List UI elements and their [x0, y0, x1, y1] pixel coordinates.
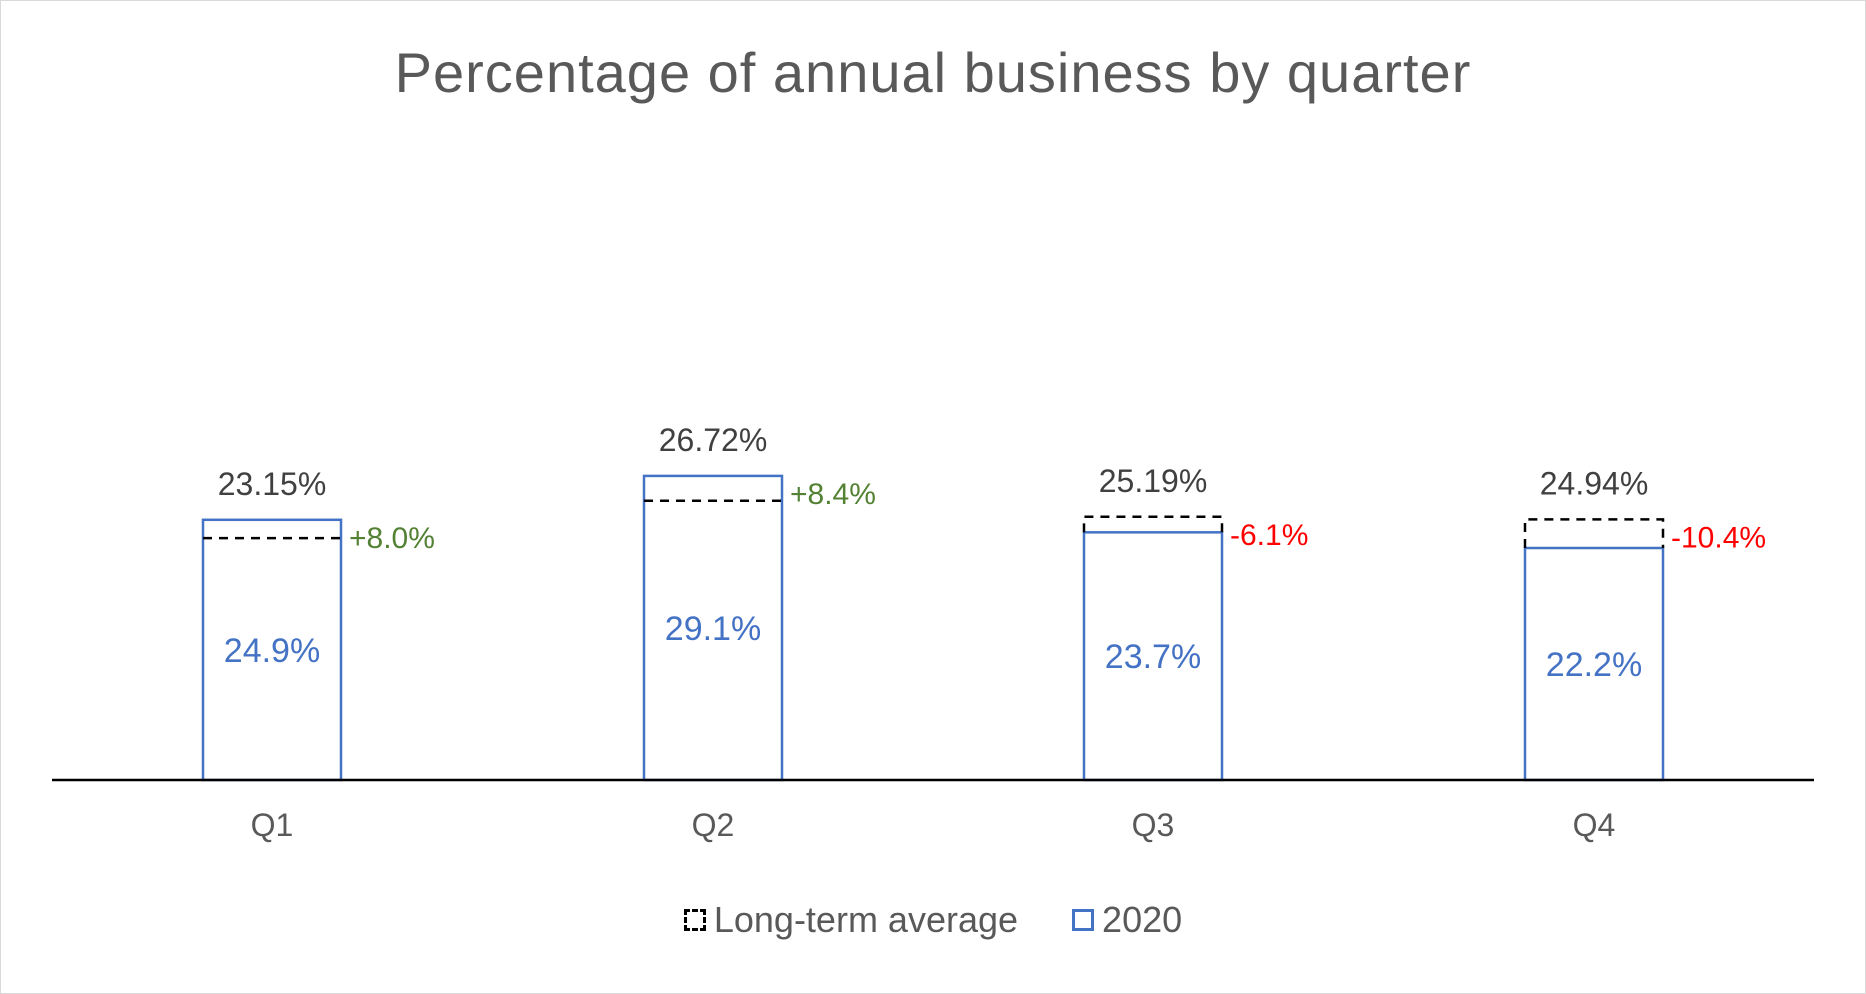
legend-item-average: Long-term average: [683, 899, 1019, 941]
bar-label-q3: 23.7%: [1105, 638, 1201, 676]
average-label-q1: 23.15%: [218, 466, 327, 502]
x-tick-label-q2: Q2: [692, 807, 735, 843]
change-label-q3: -6.1%: [1230, 519, 1308, 552]
chart-title: Percentage of annual business by quarter: [394, 41, 1472, 104]
bar-label-q1: 24.9%: [224, 632, 320, 670]
x-tick-label-q1: Q1: [251, 807, 294, 843]
average-label-q2: 26.72%: [659, 422, 768, 458]
x-tick-label-q3: Q3: [1132, 807, 1175, 843]
change-label-q2: +8.4%: [790, 478, 876, 511]
average-label-q4: 24.94%: [1540, 465, 1649, 501]
legend-label-average: Long-term average: [713, 899, 1019, 940]
bar-label-q4: 22.2%: [1546, 646, 1642, 684]
chart-legend: Long-term average 2020: [0, 898, 1866, 941]
change-label-q1: +8.0%: [349, 522, 435, 555]
legend-label-2020: 2020: [1102, 899, 1183, 940]
average-label-q3: 25.19%: [1099, 463, 1208, 499]
x-tick-label-q4: Q4: [1573, 807, 1616, 843]
bar-label-q2: 29.1%: [665, 610, 761, 648]
legend-swatch-2020: [1072, 909, 1095, 931]
average-marker-q4: [1523, 518, 1665, 549]
legend-item-2020: 2020: [1072, 899, 1182, 941]
change-label-q4: -10.4%: [1671, 521, 1766, 554]
average-marker-q3: [1082, 515, 1224, 533]
legend-swatch-average: [683, 909, 706, 931]
